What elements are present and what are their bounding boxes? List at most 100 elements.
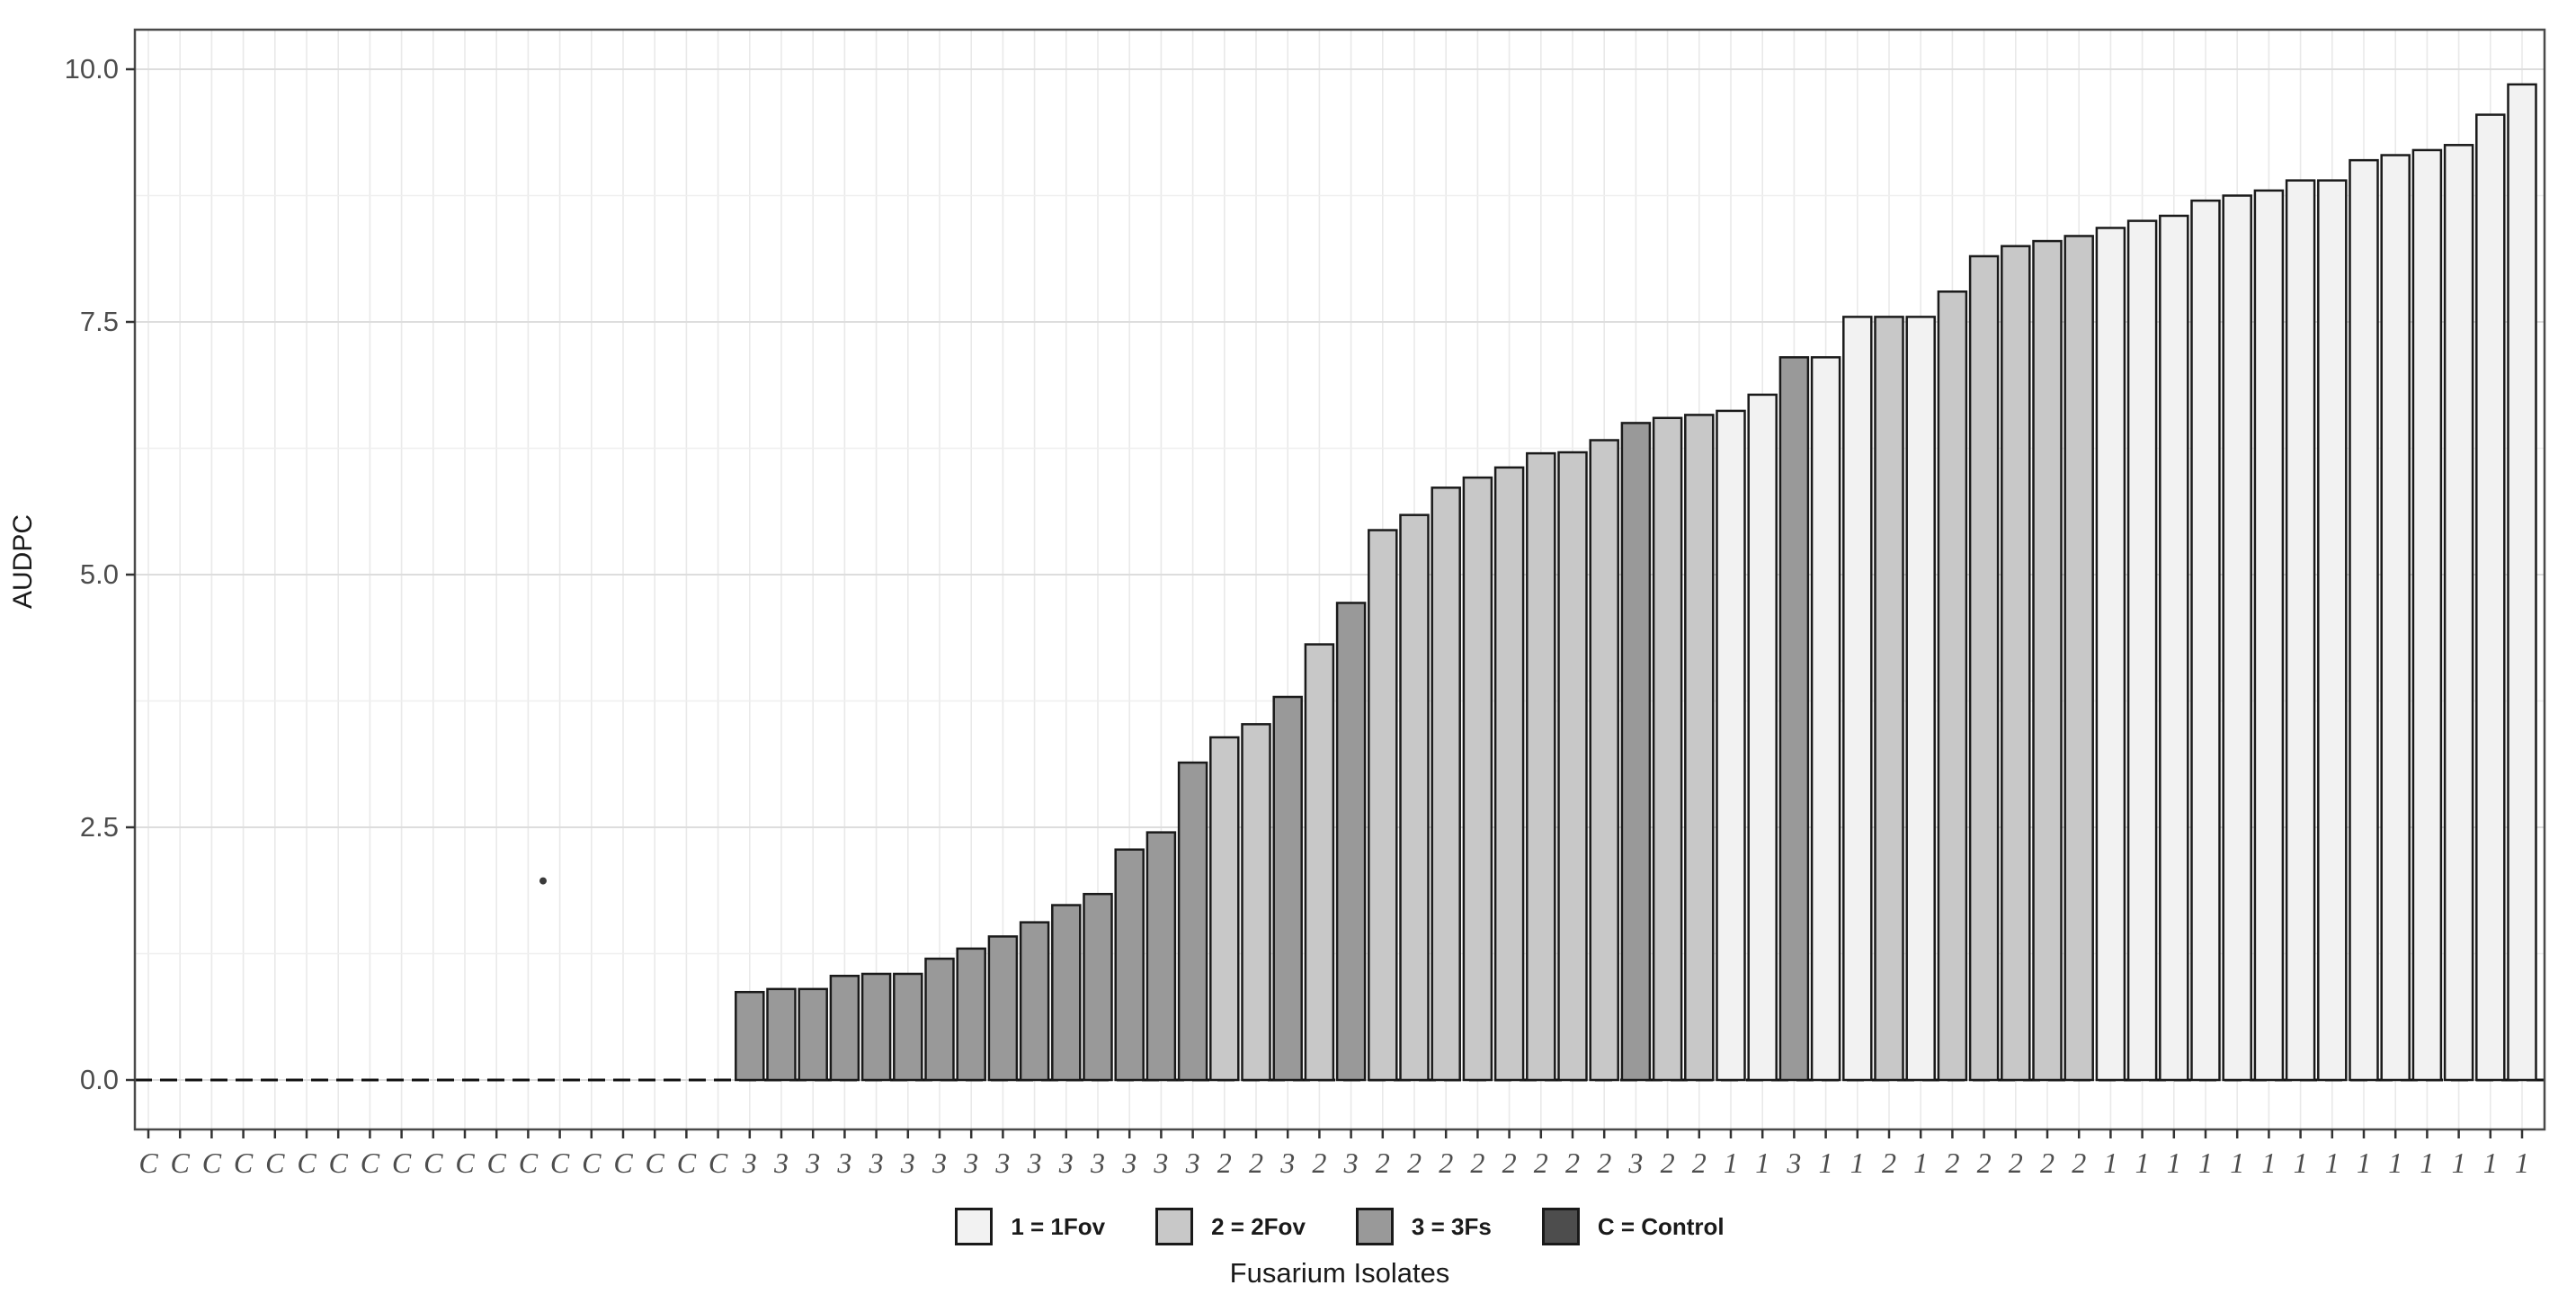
bar-1-65 bbox=[2159, 214, 2189, 1082]
x-tick-label: 1 bbox=[2261, 1147, 2276, 1179]
x-tick-label: 3 bbox=[1627, 1147, 1643, 1179]
bar-2-40 bbox=[1368, 529, 1398, 1082]
x-tick-label: C bbox=[171, 1147, 191, 1179]
bar-1-64 bbox=[2126, 219, 2158, 1082]
bar-3-31 bbox=[1083, 892, 1113, 1082]
x-tick-label: 1 bbox=[1850, 1147, 1865, 1179]
x-tick-label: C bbox=[392, 1147, 412, 1179]
x-tick-label: 1 bbox=[2294, 1147, 2308, 1179]
y-tick-label: 7.5 bbox=[80, 306, 119, 337]
bar-3-28 bbox=[987, 935, 1019, 1082]
legend-label-3fs: 3 = 3Fs bbox=[1411, 1212, 1492, 1240]
bar-1-73 bbox=[2411, 148, 2443, 1082]
x-tick-label: 3 bbox=[836, 1147, 851, 1179]
bar-3-29 bbox=[1019, 921, 1050, 1082]
x-tick-label: 1 bbox=[2103, 1147, 2117, 1179]
x-tick-label: 1 bbox=[1913, 1147, 1928, 1179]
bar-2-50 bbox=[1684, 414, 1715, 1082]
x-tick-label: C bbox=[234, 1147, 254, 1179]
x-tick-label: 2 bbox=[1977, 1147, 1992, 1179]
bar-1-72 bbox=[2380, 154, 2411, 1082]
x-tick-label: 3 bbox=[1279, 1147, 1295, 1179]
x-tick-label: 3 bbox=[900, 1147, 915, 1179]
x-tick-label: C bbox=[582, 1147, 602, 1179]
x-tick-label: 2 bbox=[1470, 1147, 1484, 1179]
bar-1-70 bbox=[2317, 179, 2348, 1082]
bar-2-58 bbox=[1937, 290, 1968, 1082]
x-tick-label: 1 bbox=[2452, 1147, 2466, 1179]
x-tick-label: 1 bbox=[2483, 1147, 2498, 1179]
x-tick-label: 1 bbox=[2420, 1147, 2434, 1179]
x-tick-label: 2 bbox=[1945, 1147, 1959, 1179]
x-tick-label: 3 bbox=[963, 1147, 978, 1179]
bar-3-27 bbox=[956, 947, 986, 1082]
bar-2-49 bbox=[1652, 416, 1683, 1082]
bar-1-74 bbox=[2443, 144, 2474, 1082]
bar-1-76 bbox=[2507, 83, 2537, 1082]
bar-3-26 bbox=[924, 957, 955, 1082]
outlier-point bbox=[539, 877, 547, 885]
bar-2-45 bbox=[1526, 451, 1556, 1082]
x-tick-label: 1 bbox=[2515, 1147, 2529, 1179]
bar-3-30 bbox=[1051, 904, 1082, 1082]
legend: 1 = 1Fov 2 = 2Fov 3 = 3Fs C = Control bbox=[135, 1203, 2545, 1250]
bar-3-33 bbox=[1145, 831, 1177, 1082]
legend-item-control: C = Control bbox=[1541, 1208, 1725, 1245]
legend-item-1fov: 1 = 1Fov bbox=[955, 1208, 1105, 1245]
y-tick-label: 0.0 bbox=[80, 1064, 119, 1095]
x-tick-label: C bbox=[423, 1147, 443, 1179]
y-tick-label: 2.5 bbox=[80, 811, 119, 843]
bar-3-21 bbox=[766, 987, 797, 1082]
bar-3-53 bbox=[1778, 356, 1810, 1082]
legend-swatch-2fov bbox=[1155, 1208, 1194, 1245]
x-tick-label: 3 bbox=[1058, 1147, 1074, 1179]
x-tick-label: 3 bbox=[742, 1147, 757, 1179]
x-tick-label: 2 bbox=[1692, 1147, 1707, 1179]
x-tick-label: 3 bbox=[1153, 1147, 1168, 1179]
bar-2-36 bbox=[1241, 723, 1271, 1082]
x-tick-label: 2 bbox=[2040, 1147, 2055, 1179]
x-tick-label: 3 bbox=[1185, 1147, 1200, 1179]
x-tick-label: 3 bbox=[994, 1147, 1010, 1179]
bar-1-57 bbox=[1905, 316, 1936, 1082]
x-tick-label: C bbox=[646, 1147, 665, 1179]
x-axis-title: Fusarium Isolates bbox=[1229, 1257, 1450, 1289]
x-tick-label: 2 bbox=[1882, 1147, 1896, 1179]
legend-swatch-control bbox=[1541, 1208, 1580, 1245]
x-tick-label: 1 bbox=[2198, 1147, 2213, 1179]
legend-swatch-3fs bbox=[1355, 1208, 1394, 1245]
bar-2-41 bbox=[1399, 513, 1430, 1082]
x-tick-label: 2 bbox=[1376, 1147, 1390, 1179]
x-tick-label: 3 bbox=[931, 1147, 947, 1179]
x-tick-label: 3 bbox=[805, 1147, 820, 1179]
legend-label-1fov: 1 = 1Fov bbox=[1011, 1212, 1106, 1240]
legend-item-3fs: 3 = 3Fs bbox=[1355, 1208, 1492, 1245]
x-tick-label: 2 bbox=[1407, 1147, 1422, 1179]
bar-1-54 bbox=[1810, 356, 1841, 1082]
x-tick-label: 1 bbox=[2388, 1147, 2402, 1179]
bar-1-71 bbox=[2349, 158, 2379, 1082]
bar-3-34 bbox=[1177, 761, 1208, 1082]
y-tick-label: 10.0 bbox=[65, 53, 119, 85]
x-tick-label: 2 bbox=[1439, 1147, 1453, 1179]
x-tick-label: C bbox=[138, 1147, 158, 1179]
x-tick-label: 2 bbox=[2009, 1147, 2023, 1179]
x-tick-label: C bbox=[202, 1147, 222, 1179]
bar-1-66 bbox=[2190, 199, 2221, 1082]
bar-1-67 bbox=[2222, 194, 2252, 1082]
bar-1-68 bbox=[2253, 189, 2285, 1082]
x-tick-label: C bbox=[297, 1147, 316, 1179]
bar-3-23 bbox=[829, 974, 860, 1082]
legend-item-2fov: 2 = 2Fov bbox=[1155, 1208, 1306, 1245]
x-tick-label: 1 bbox=[1724, 1147, 1738, 1179]
legend-label-2fov: 2 = 2Fov bbox=[1211, 1212, 1306, 1240]
x-tick-label: C bbox=[455, 1147, 475, 1179]
x-tick-label: 3 bbox=[869, 1147, 884, 1179]
bar-1-55 bbox=[1842, 316, 1873, 1082]
bar-3-32 bbox=[1114, 848, 1145, 1082]
bar-3-39 bbox=[1335, 602, 1367, 1082]
bar-1-51 bbox=[1716, 409, 1746, 1082]
x-tick-label: C bbox=[265, 1147, 285, 1179]
bar-3-20 bbox=[735, 990, 765, 1082]
